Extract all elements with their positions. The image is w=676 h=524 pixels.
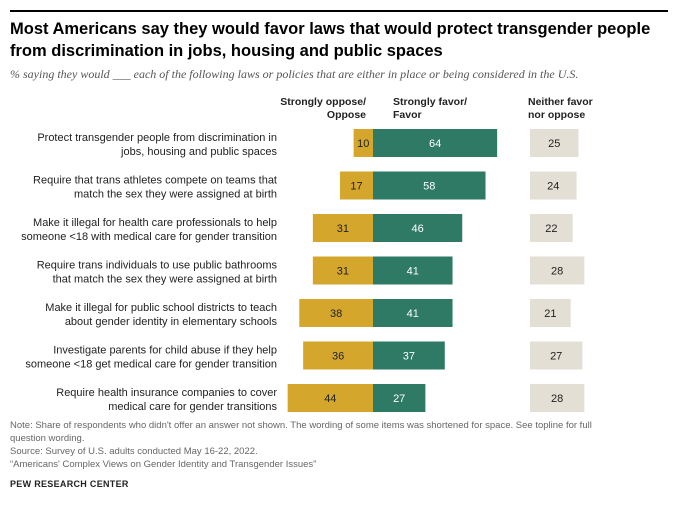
bar-favor bbox=[373, 256, 453, 285]
bar-favor bbox=[373, 171, 486, 200]
chart-title: Most Americans say they would favor laws… bbox=[10, 20, 651, 60]
bar-favor bbox=[373, 341, 445, 370]
value-label-neither: 27 bbox=[550, 351, 562, 363]
value-label-neither: 25 bbox=[548, 138, 560, 150]
category-label: medical care for gender transitions bbox=[108, 401, 277, 413]
bar-neither bbox=[530, 129, 579, 157]
bar-neither bbox=[530, 384, 585, 412]
column-header-favor: Strongly favor/ Favor bbox=[393, 96, 493, 122]
value-label-neither: 21 bbox=[544, 308, 556, 320]
bar-favor bbox=[373, 129, 498, 157]
value-label-favor: 64 bbox=[429, 138, 441, 150]
brand-label: PEW RESEARCH CENTER bbox=[10, 479, 129, 489]
bar-favor bbox=[373, 384, 426, 412]
bar-neither bbox=[530, 341, 583, 370]
value-label-oppose: 10 bbox=[357, 138, 369, 150]
value-label-oppose: 17 bbox=[350, 181, 362, 193]
category-label: Make it illegal for public school distri… bbox=[45, 302, 277, 314]
value-label-neither: 22 bbox=[545, 223, 557, 235]
bar-neither bbox=[530, 214, 573, 242]
value-label-neither: 28 bbox=[551, 266, 563, 278]
footer-note-line1: Note: Share of respondents who didn't of… bbox=[10, 420, 592, 431]
bar-neither bbox=[530, 171, 577, 200]
bar-oppose bbox=[287, 384, 373, 412]
value-label-oppose: 38 bbox=[330, 308, 342, 320]
footer-note-line2: question wording. bbox=[10, 433, 85, 444]
chart-subtitle: % saying they would ___ each of the foll… bbox=[10, 67, 579, 81]
bar-oppose bbox=[299, 299, 373, 327]
column-header-favor-line2: Favor bbox=[393, 109, 422, 121]
value-label-oppose: 44 bbox=[324, 393, 336, 405]
column-header-oppose: Strongly oppose/ Oppose bbox=[276, 96, 366, 122]
category-label: Require that trans athletes compete on t… bbox=[33, 175, 277, 187]
value-label-neither: 24 bbox=[547, 181, 559, 193]
value-label-favor: 27 bbox=[393, 393, 405, 405]
category-label: someone <18 with medical care for gender… bbox=[21, 231, 277, 243]
category-label: Require health insurance companies to co… bbox=[56, 387, 277, 399]
bar-oppose bbox=[312, 214, 373, 242]
column-header-oppose-line1: Strongly oppose/ bbox=[280, 96, 366, 108]
column-header-favor-line1: Strongly favor/ bbox=[393, 96, 468, 108]
category-label: Protect transgender people from discrimi… bbox=[37, 132, 277, 144]
top-rule bbox=[10, 10, 668, 12]
category-label: Make it illegal for health care professi… bbox=[33, 217, 277, 229]
bar-favor bbox=[373, 214, 463, 242]
column-header-neither-line1: Neither favor bbox=[528, 96, 593, 108]
value-label-oppose: 31 bbox=[337, 223, 349, 235]
value-label-favor: 41 bbox=[407, 266, 419, 278]
bar-oppose bbox=[303, 341, 373, 370]
category-label: jobs, housing and public spaces bbox=[120, 146, 277, 158]
category-label: about gender identity in elementary scho… bbox=[65, 316, 278, 328]
bar-neither bbox=[530, 256, 585, 285]
bar-oppose bbox=[312, 256, 373, 285]
value-label-favor: 58 bbox=[423, 181, 435, 193]
column-header-oppose-line2: Oppose bbox=[326, 109, 366, 121]
value-label-oppose: 31 bbox=[337, 266, 349, 278]
value-label-favor: 41 bbox=[407, 308, 419, 320]
value-label-oppose: 36 bbox=[332, 351, 344, 363]
value-label-neither: 28 bbox=[551, 393, 563, 405]
footer-report: “Americans' Complex Views on Gender Iden… bbox=[10, 459, 317, 470]
column-header-neither: Neither favor nor oppose bbox=[528, 96, 628, 122]
bar-favor bbox=[373, 299, 453, 327]
column-header-neither-line2: nor oppose bbox=[528, 109, 586, 121]
bar-neither bbox=[530, 299, 571, 327]
bar-oppose bbox=[340, 171, 373, 200]
footer-notes: Note: Share of respondents who didn't of… bbox=[10, 419, 592, 471]
category-label: match the sex they were assigned at birt… bbox=[74, 189, 277, 201]
bar-oppose bbox=[353, 129, 373, 157]
category-label: that match the sex they were assigned at… bbox=[53, 274, 277, 286]
value-label-favor: 37 bbox=[403, 351, 415, 363]
footer-source: Source: Survey of U.S. adults conducted … bbox=[10, 446, 258, 457]
value-label-favor: 46 bbox=[411, 223, 423, 235]
category-label: Investigate parents for child abuse if t… bbox=[53, 345, 277, 357]
category-label: someone <18 get medical care for gender … bbox=[25, 359, 277, 371]
category-label: Require trans individuals to use public … bbox=[37, 260, 278, 272]
